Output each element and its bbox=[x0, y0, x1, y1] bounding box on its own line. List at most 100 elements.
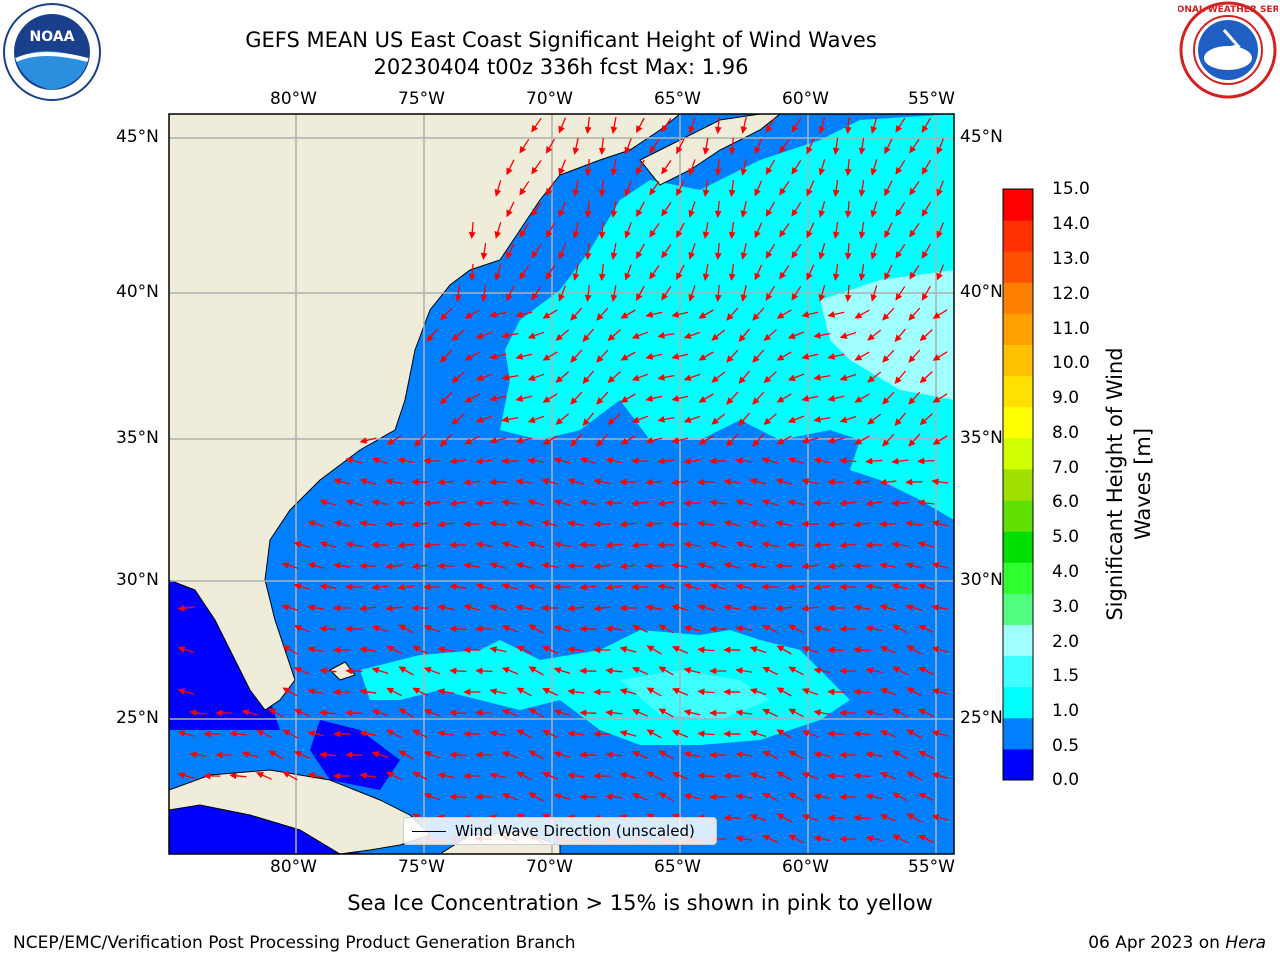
wave-direction-arrowhead bbox=[697, 478, 705, 486]
wave-direction-arrowhead bbox=[593, 730, 601, 738]
wave-direction-arrowhead bbox=[787, 374, 796, 381]
wave-direction-arrowhead bbox=[813, 332, 821, 339]
wave-direction-arrowhead bbox=[735, 457, 743, 465]
wave-direction-arrowhead bbox=[475, 625, 483, 633]
wave-direction-arrowhead bbox=[553, 793, 562, 800]
wave-direction-arrowhead bbox=[553, 541, 562, 548]
wave-direction-arrowhead bbox=[657, 457, 665, 465]
chart-subtitle: 20230404 t00z 336h fcst Max: 1.96 bbox=[373, 55, 749, 79]
wave-direction-arrowhead bbox=[714, 210, 722, 219]
wave-direction-arrowhead bbox=[531, 250, 539, 259]
wave-direction-arrowhead bbox=[879, 772, 888, 779]
wave-direction-arrowhead bbox=[905, 520, 913, 528]
wave-direction-arrowhead bbox=[345, 625, 353, 633]
wave-direction-arrowhead bbox=[649, 145, 657, 154]
wave-direction-arrowhead bbox=[333, 688, 341, 696]
wave-direction-arrowhead bbox=[806, 230, 813, 239]
wave-direction-arrowhead bbox=[293, 541, 302, 548]
noaa-logo-text: NOAA bbox=[30, 29, 75, 45]
wave-direction-arrowhead bbox=[515, 562, 524, 569]
lon-label-top: 70°W bbox=[526, 89, 573, 109]
wave-direction-arrowhead bbox=[256, 772, 264, 779]
wave-direction-arrowhead bbox=[605, 583, 613, 591]
wave-direction-arrowhead bbox=[749, 730, 758, 737]
wave-direction-arrowhead bbox=[553, 457, 562, 464]
wave-direction-arrowhead bbox=[865, 709, 874, 716]
wave-direction-arrowhead bbox=[489, 311, 498, 318]
wave-direction-arrowhead bbox=[307, 604, 315, 612]
wave-direction-arrowhead bbox=[879, 688, 888, 695]
wave-direction-arrowhead bbox=[558, 293, 565, 302]
wave-direction-arrowhead bbox=[776, 771, 785, 778]
wave-direction-arrowhead bbox=[449, 457, 457, 465]
wave-direction-arrowhead bbox=[709, 499, 717, 507]
wave-direction-arrowhead bbox=[702, 231, 710, 240]
wave-direction-arrowhead bbox=[806, 272, 813, 281]
wave-direction-arrowhead bbox=[919, 333, 928, 342]
wave-direction-arrowhead bbox=[657, 374, 665, 381]
wave-direction-arrowhead bbox=[411, 520, 419, 528]
wave-direction-arrowhead bbox=[397, 457, 406, 464]
wave-direction-arrowhead bbox=[921, 209, 929, 217]
wave-direction-arrowhead bbox=[735, 667, 743, 675]
wave-region-south-light bbox=[620, 670, 770, 720]
wave-direction-arrowhead bbox=[619, 646, 628, 653]
wave-direction-arrowhead bbox=[423, 457, 431, 465]
wave-direction-arrowhead bbox=[791, 250, 799, 259]
wave-direction-arrowhead bbox=[501, 332, 509, 339]
land-nova-scotia bbox=[639, 114, 781, 186]
wave-direction-arrowhead bbox=[437, 520, 445, 528]
wave-direction-arrowhead bbox=[735, 541, 744, 548]
wave-direction-arrowhead bbox=[475, 667, 483, 675]
wave-direction-arrowhead bbox=[801, 814, 810, 821]
wave-direction-arrowhead bbox=[359, 437, 368, 444]
wave-direction-arrowhead bbox=[319, 751, 327, 759]
wave-direction-arrowhead bbox=[801, 688, 810, 695]
wave-direction-arrowhead bbox=[791, 208, 799, 217]
wave-direction-arrowhead bbox=[528, 750, 537, 757]
wave-direction-arrowhead bbox=[319, 541, 328, 548]
colorbar-tick: 2.0 bbox=[1052, 632, 1080, 652]
wave-direction-arrowhead bbox=[489, 520, 497, 528]
wave-direction-arrowhead bbox=[489, 688, 498, 695]
wave-direction-arrowhead bbox=[567, 772, 575, 780]
wave-direction-arrowhead bbox=[827, 520, 835, 528]
wave-direction-arrowhead bbox=[294, 625, 302, 632]
wave-direction-arrowhead bbox=[584, 294, 592, 303]
wave-direction-arrowhead bbox=[463, 562, 471, 570]
wave-direction-arrowhead bbox=[605, 457, 614, 464]
wave-direction-arrowhead bbox=[542, 645, 550, 653]
wave-direction-arrowhead bbox=[918, 709, 926, 716]
wave-direction-arrowhead bbox=[854, 396, 863, 403]
wave-direction-arrowhead bbox=[762, 625, 770, 632]
wave-direction-arrowhead bbox=[501, 416, 509, 423]
wave-direction-arrowhead bbox=[631, 457, 639, 465]
wave-direction-arrowhead bbox=[570, 439, 578, 447]
wave-direction-arrowhead bbox=[645, 311, 654, 318]
wave-direction-arrowhead bbox=[541, 520, 550, 527]
colorbar-tick: 7.0 bbox=[1052, 458, 1080, 478]
wave-direction-arrowhead bbox=[749, 772, 758, 779]
wave-direction-arrowhead bbox=[542, 771, 550, 779]
wave-direction-arrowhead bbox=[918, 793, 926, 800]
wave-direction-arrowhead bbox=[931, 562, 940, 569]
wave-direction-arrowhead bbox=[921, 251, 929, 259]
wave-direction-arrowhead bbox=[345, 499, 354, 506]
wave-direction-arrowhead bbox=[307, 520, 316, 527]
nws-logo-text: NATIONAL WEATHER SERVICE bbox=[1178, 5, 1278, 15]
wave-direction-arrowhead bbox=[827, 730, 835, 738]
wave-direction-arrowhead bbox=[515, 395, 524, 402]
wave-direction-arrowhead bbox=[813, 541, 821, 549]
wave-direction-arrowhead bbox=[776, 687, 785, 694]
wave-direction-arrowhead bbox=[658, 750, 667, 757]
wave-direction-arrowhead bbox=[527, 541, 536, 548]
wave-direction-arrowhead bbox=[931, 772, 940, 779]
wave-direction-arrowhead bbox=[531, 166, 539, 175]
wave-direction-arrowhead bbox=[801, 604, 809, 612]
wave-direction-arrowhead bbox=[895, 250, 903, 259]
wave-direction-arrowhead bbox=[572, 189, 580, 197]
wave-direction-arrowhead bbox=[398, 708, 407, 715]
wave-direction-arrowhead bbox=[697, 604, 706, 611]
wave-direction-arrowhead bbox=[709, 751, 717, 759]
lat-label-right: 30°N bbox=[960, 570, 1003, 590]
